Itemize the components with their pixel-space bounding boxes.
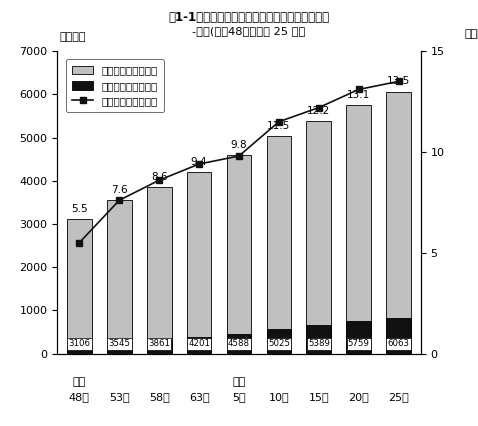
- Bar: [107, 200, 131, 354]
- Text: 63年: 63年: [189, 392, 209, 403]
- Bar: [347, 105, 371, 354]
- Text: 4201: 4201: [188, 340, 210, 348]
- Text: 48年: 48年: [69, 392, 90, 403]
- Bar: [267, 136, 291, 354]
- Bar: [67, 219, 92, 354]
- Text: 20年: 20年: [348, 392, 369, 403]
- Text: 15年: 15年: [308, 392, 329, 403]
- Text: 5025: 5025: [268, 340, 290, 348]
- Text: 3106: 3106: [68, 340, 90, 348]
- Text: （％）: （％）: [464, 29, 478, 39]
- Text: 平成: 平成: [232, 377, 246, 387]
- Bar: [147, 340, 172, 354]
- Text: 7.6: 7.6: [111, 185, 128, 195]
- Text: 4588: 4588: [228, 340, 250, 348]
- Text: 5年: 5年: [232, 392, 246, 403]
- Text: 13.5: 13.5: [387, 76, 410, 86]
- Bar: [227, 155, 251, 354]
- Bar: [267, 329, 291, 354]
- Bar: [306, 121, 331, 354]
- Bar: [306, 325, 331, 354]
- Text: 図1-1　総住宅数、空き家数及び空き家率の推移: 図1-1 総住宅数、空き家数及び空き家率の推移: [168, 11, 329, 24]
- Text: -全国(昭和48年～平成 25 年）: -全国(昭和48年～平成 25 年）: [192, 26, 305, 36]
- Text: 3545: 3545: [108, 340, 130, 348]
- Text: 25年: 25年: [388, 392, 409, 403]
- Bar: [227, 334, 251, 354]
- Bar: [347, 321, 371, 354]
- Text: 11.5: 11.5: [267, 121, 291, 131]
- Text: 53年: 53年: [109, 392, 130, 403]
- Text: 8.6: 8.6: [151, 172, 167, 181]
- Text: 5.5: 5.5: [71, 204, 87, 214]
- Bar: [67, 346, 92, 354]
- Bar: [386, 92, 411, 354]
- Bar: [187, 172, 211, 354]
- Text: 5759: 5759: [348, 340, 369, 348]
- Bar: [107, 342, 131, 354]
- Bar: [147, 187, 172, 354]
- Text: 9.8: 9.8: [231, 140, 247, 150]
- Legend: 総住宅数（左目盛）, 空き家数（左目盛）, 空き家率（右目盛）: 総住宅数（左目盛）, 空き家数（左目盛）, 空き家率（右目盛）: [66, 59, 164, 112]
- Text: 3861: 3861: [148, 340, 170, 348]
- Text: 昭和: 昭和: [73, 377, 86, 387]
- Text: 5389: 5389: [308, 340, 330, 348]
- Text: 6063: 6063: [388, 340, 410, 348]
- Text: 13.1: 13.1: [347, 89, 370, 100]
- Text: （万戸）: （万戸）: [59, 32, 86, 43]
- Text: 10年: 10年: [269, 392, 289, 403]
- Text: 58年: 58年: [149, 392, 170, 403]
- Bar: [386, 318, 411, 354]
- Text: 12.2: 12.2: [307, 106, 330, 115]
- Text: 9.4: 9.4: [191, 157, 207, 167]
- Bar: [187, 337, 211, 354]
